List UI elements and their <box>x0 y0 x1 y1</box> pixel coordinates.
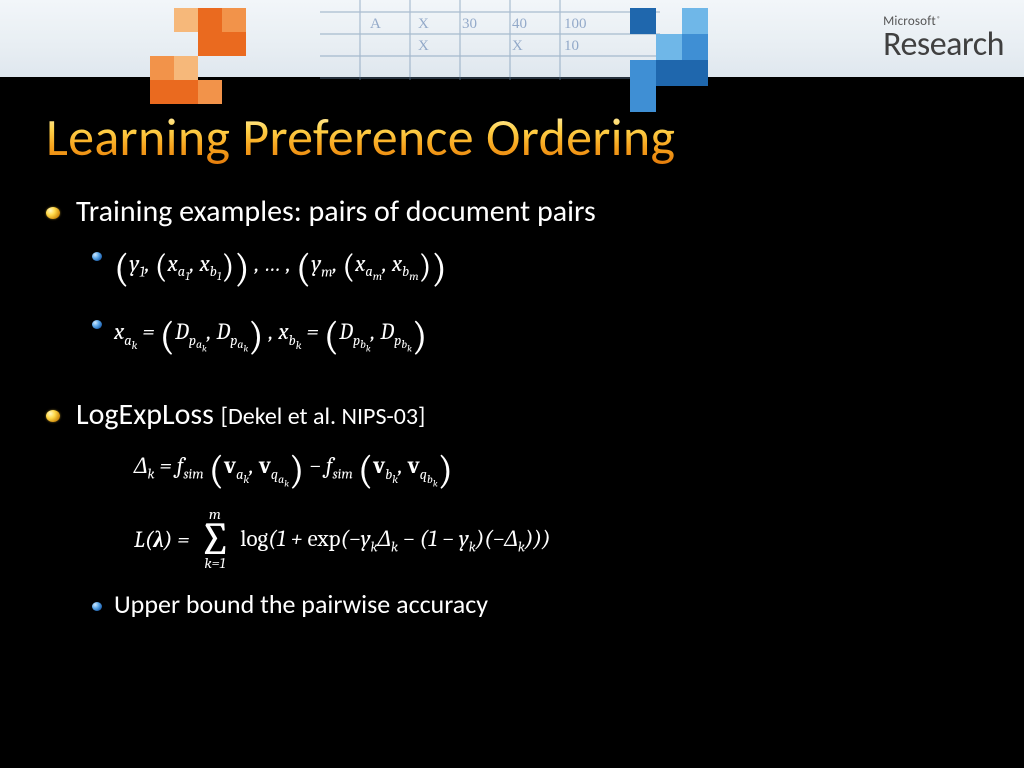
subbullet-xdef: xak = (Dpak, Dpak) , xbk = (Dpbk, Dpbk) <box>92 306 978 368</box>
upper-bound-text: Upper bound the pairwise accuracy <box>114 588 488 620</box>
gold-bullet-icon <box>46 207 60 219</box>
svg-text:10: 10 <box>564 38 579 54</box>
slide-title: Learning Preference Ordering <box>46 110 978 165</box>
logexploss-cite: [Dekel et al. NIPS-03] <box>221 402 426 431</box>
subbullet-pairs: (y1, (xa1, xb1)) , … , (ym, (xam, xbm)) <box>92 238 978 300</box>
blue-bullet-icon <box>92 602 102 611</box>
logexploss-label: LogExpLoss <box>76 396 214 433</box>
svg-text:X: X <box>418 16 429 32</box>
brand-block: Microsoft ® Research <box>883 14 1004 61</box>
svg-text:X: X <box>512 38 523 54</box>
svg-text:A: A <box>370 16 381 32</box>
registered-mark: ® <box>937 14 941 23</box>
whiteboard-grid-icon: AX3040100XX10 <box>320 0 660 80</box>
math-loss-lhs: L(λ) = <box>134 523 190 558</box>
blue-bullet-icon <box>92 320 102 329</box>
blue-bullet-icon <box>92 252 102 261</box>
svg-text:100: 100 <box>564 16 587 32</box>
math-pairs: (y1, (xa1, xb1)) , … , (ym, (xam, xbm)) <box>114 238 447 300</box>
math-loss: L(λ) = m ∑ k=1 log(1 + exp(−ykΔk − (1 − … <box>134 508 978 572</box>
summation-symbol: m ∑ k=1 <box>199 508 232 572</box>
brand-line2: Research <box>883 29 1004 61</box>
svg-text:40: 40 <box>512 16 527 32</box>
svg-text:X: X <box>418 38 429 54</box>
slide-content: Learning Preference Ordering Training ex… <box>0 110 1024 626</box>
math-loss-rhs: log(1 + exp(−ykΔk − (1 − yk)(−Δk))) <box>240 522 550 558</box>
header-banner: AX3040100XX10 Microsoft ® Research <box>0 0 1024 80</box>
svg-text:30: 30 <box>462 16 477 32</box>
bullet-training-examples: Training examples: pairs of document pai… <box>46 193 978 230</box>
subbullet-upperbound: Upper bound the pairwise accuracy <box>92 588 978 620</box>
gold-bullet-icon <box>46 410 60 422</box>
math-xdef: xak = (Dpak, Dpak) , xbk = (Dpbk, Dpbk) <box>114 306 427 368</box>
bullet-logexploss: LogExpLoss [Dekel et al. NIPS-03] <box>46 396 978 433</box>
math-delta: Δk = fsim (vak, vqak) − fsim (vbk, vqbk) <box>134 441 978 501</box>
bullet-text: LogExpLoss [Dekel et al. NIPS-03] <box>76 396 425 433</box>
bullet-text: Training examples: pairs of document pai… <box>76 193 596 230</box>
